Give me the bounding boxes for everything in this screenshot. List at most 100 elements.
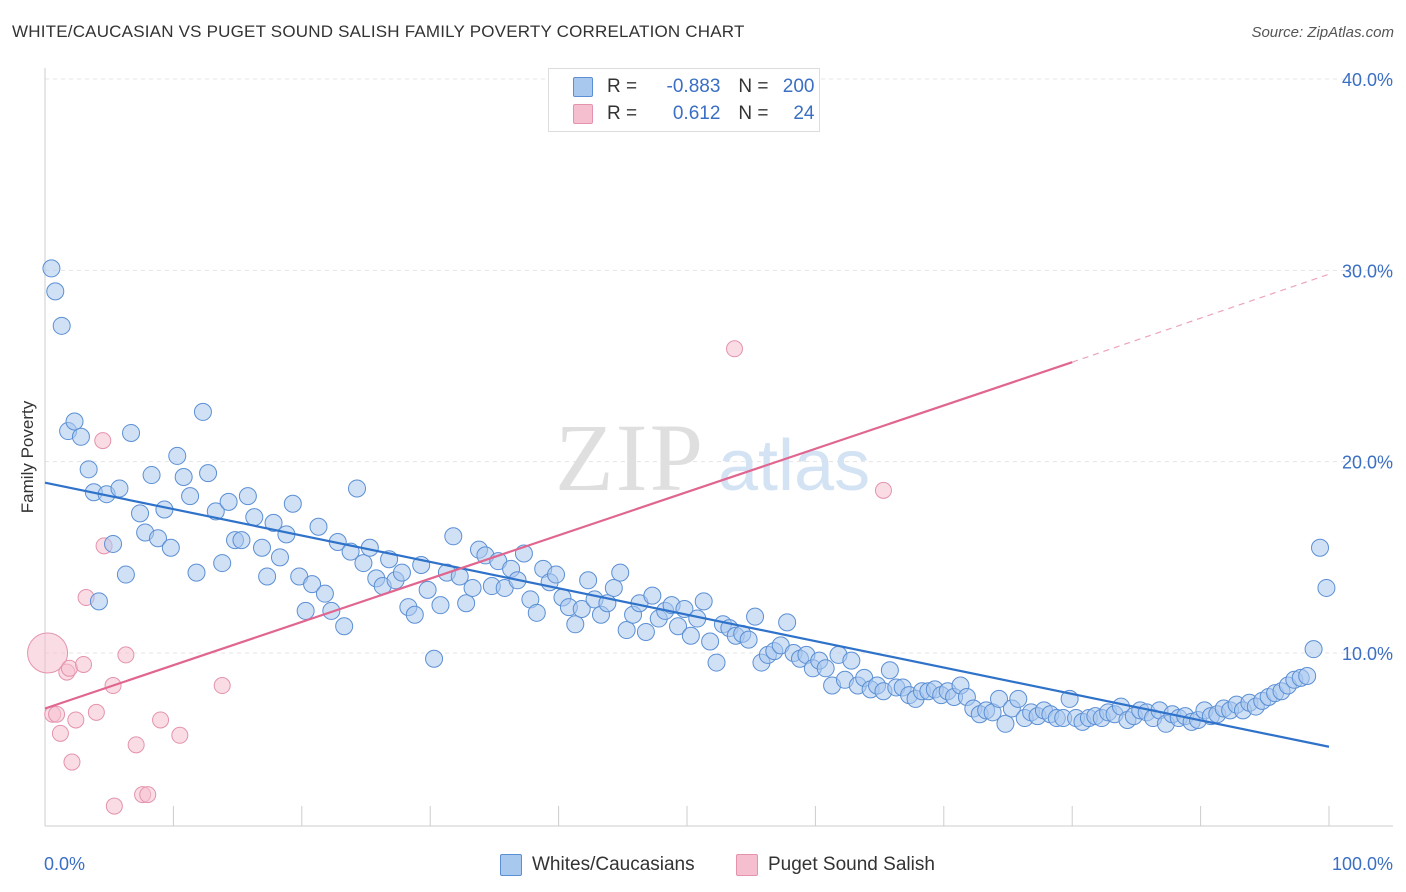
- data-point-blue: [425, 649, 444, 668]
- legend-r-label: R =: [607, 76, 638, 97]
- tick-labels: 10.0% 20.0% 30.0% 40.0% 0.0% 100.0%: [44, 70, 1393, 874]
- legend-n-label: N =: [738, 103, 769, 124]
- data-point-blue: [1304, 640, 1323, 659]
- trend-line-pink: [44, 361, 1073, 710]
- data-point-blue: [527, 603, 546, 622]
- data-point-blue: [617, 621, 636, 640]
- data-point-blue: [463, 578, 482, 597]
- data-point-blue: [681, 626, 700, 645]
- data-point-pink: [87, 703, 105, 721]
- data-point-blue: [701, 632, 720, 651]
- data-point-blue: [547, 565, 566, 584]
- bottom-label-blue: Whites/Caucasians: [532, 854, 695, 875]
- data-point-blue: [283, 494, 302, 513]
- data-point-blue: [122, 423, 141, 442]
- data-point-blue: [245, 508, 264, 527]
- data-point-blue: [431, 596, 450, 615]
- data-point-blue: [219, 492, 238, 511]
- data-point-blue: [258, 567, 277, 586]
- data-point-blue: [746, 607, 765, 626]
- gridlines: [45, 78, 1393, 654]
- data-point-blue: [1298, 666, 1317, 685]
- data-point-blue: [296, 601, 315, 620]
- legend-r-label: R =: [607, 103, 638, 124]
- data-point-blue: [309, 517, 328, 536]
- trend-line-blue: [44, 481, 1330, 748]
- data-point-blue: [46, 282, 65, 301]
- data-point-blue: [71, 427, 90, 446]
- bottom-swatch-pink: [736, 854, 758, 876]
- legend-row-blue: R = -0.883 N = 200: [573, 74, 815, 100]
- legend-r-value-pink: 0.612: [672, 103, 721, 124]
- data-point-pink: [51, 724, 69, 742]
- data-point-blue: [842, 651, 861, 670]
- data-point-pink: [213, 677, 231, 695]
- data-point-blue: [315, 584, 334, 603]
- data-point-blue: [880, 661, 899, 680]
- legend-n-value-pink: 24: [793, 103, 815, 124]
- stats-legend: R = -0.883 N = 200 R = 0.612 N = 24: [548, 68, 820, 132]
- data-point-blue: [42, 259, 61, 278]
- chart-title: WHITE/CAUCASIAN VS PUGET SOUND SALISH FA…: [12, 22, 745, 41]
- data-point-blue: [104, 534, 123, 553]
- legend-swatch-blue: [573, 77, 593, 97]
- data-point-blue: [193, 402, 212, 421]
- data-point-blue: [65, 412, 84, 431]
- data-point-blue: [232, 531, 251, 550]
- data-point-pink: [117, 646, 135, 664]
- data-point-blue: [116, 565, 135, 584]
- data-point-blue: [694, 592, 713, 611]
- data-point-blue: [457, 594, 476, 613]
- data-point-blue: [161, 538, 180, 557]
- y-tick-label: 40.0%: [1342, 70, 1393, 90]
- data-point-pink: [127, 736, 145, 754]
- y-tick-label: 30.0%: [1342, 261, 1393, 281]
- legend-n-value-blue: 200: [782, 76, 815, 97]
- data-point-blue: [131, 504, 150, 523]
- legend-row-pink: R = 0.612 N = 24: [573, 101, 815, 127]
- y-tick-label: 20.0%: [1342, 453, 1393, 473]
- pink-points: [27, 340, 892, 815]
- trend-lines: [44, 273, 1330, 748]
- watermark: ZIP atlas: [555, 404, 870, 511]
- data-point-blue: [335, 617, 354, 636]
- legend-n-label: N =: [738, 76, 769, 97]
- data-point-blue: [303, 575, 322, 594]
- data-point-blue: [643, 586, 662, 605]
- data-point-blue: [669, 617, 688, 636]
- data-point-pink: [171, 726, 189, 744]
- data-point-pink: [105, 797, 123, 815]
- data-point-blue: [1009, 689, 1028, 708]
- bottom-legend-blue: Whites/Caucasians: [500, 852, 695, 878]
- data-point-pink: [139, 786, 157, 804]
- data-point-blue: [238, 487, 257, 506]
- data-point-blue: [1311, 538, 1330, 557]
- data-point-blue: [444, 527, 463, 546]
- data-point-blue: [604, 578, 623, 597]
- data-point-pink: [94, 432, 112, 450]
- data-point-blue: [739, 630, 758, 649]
- trend-line-pink-extension: [1072, 273, 1330, 363]
- data-point-blue: [187, 563, 206, 582]
- x-tick-label-max: 100.0%: [1332, 854, 1393, 874]
- axes: [44, 68, 1393, 827]
- data-point-blue: [270, 548, 289, 567]
- data-point-blue: [199, 464, 218, 483]
- data-point-blue: [566, 615, 585, 634]
- data-point-blue: [252, 538, 271, 557]
- data-point-blue: [778, 613, 797, 632]
- data-point-blue: [354, 554, 373, 573]
- data-point-blue: [405, 605, 424, 624]
- watermark-zip: ZIP: [555, 404, 705, 511]
- blue-points: [42, 259, 1336, 733]
- data-point-blue: [206, 502, 225, 521]
- data-point-pink: [63, 753, 81, 771]
- y-axis-label: Family Poverty: [18, 400, 37, 513]
- x-tick-label-min: 0.0%: [44, 854, 85, 874]
- data-point-blue: [142, 466, 161, 485]
- bottom-legend-pink: Puget Sound Salish: [736, 852, 935, 878]
- data-point-blue: [579, 571, 598, 590]
- data-point-blue: [348, 479, 367, 498]
- data-point-blue: [110, 479, 129, 498]
